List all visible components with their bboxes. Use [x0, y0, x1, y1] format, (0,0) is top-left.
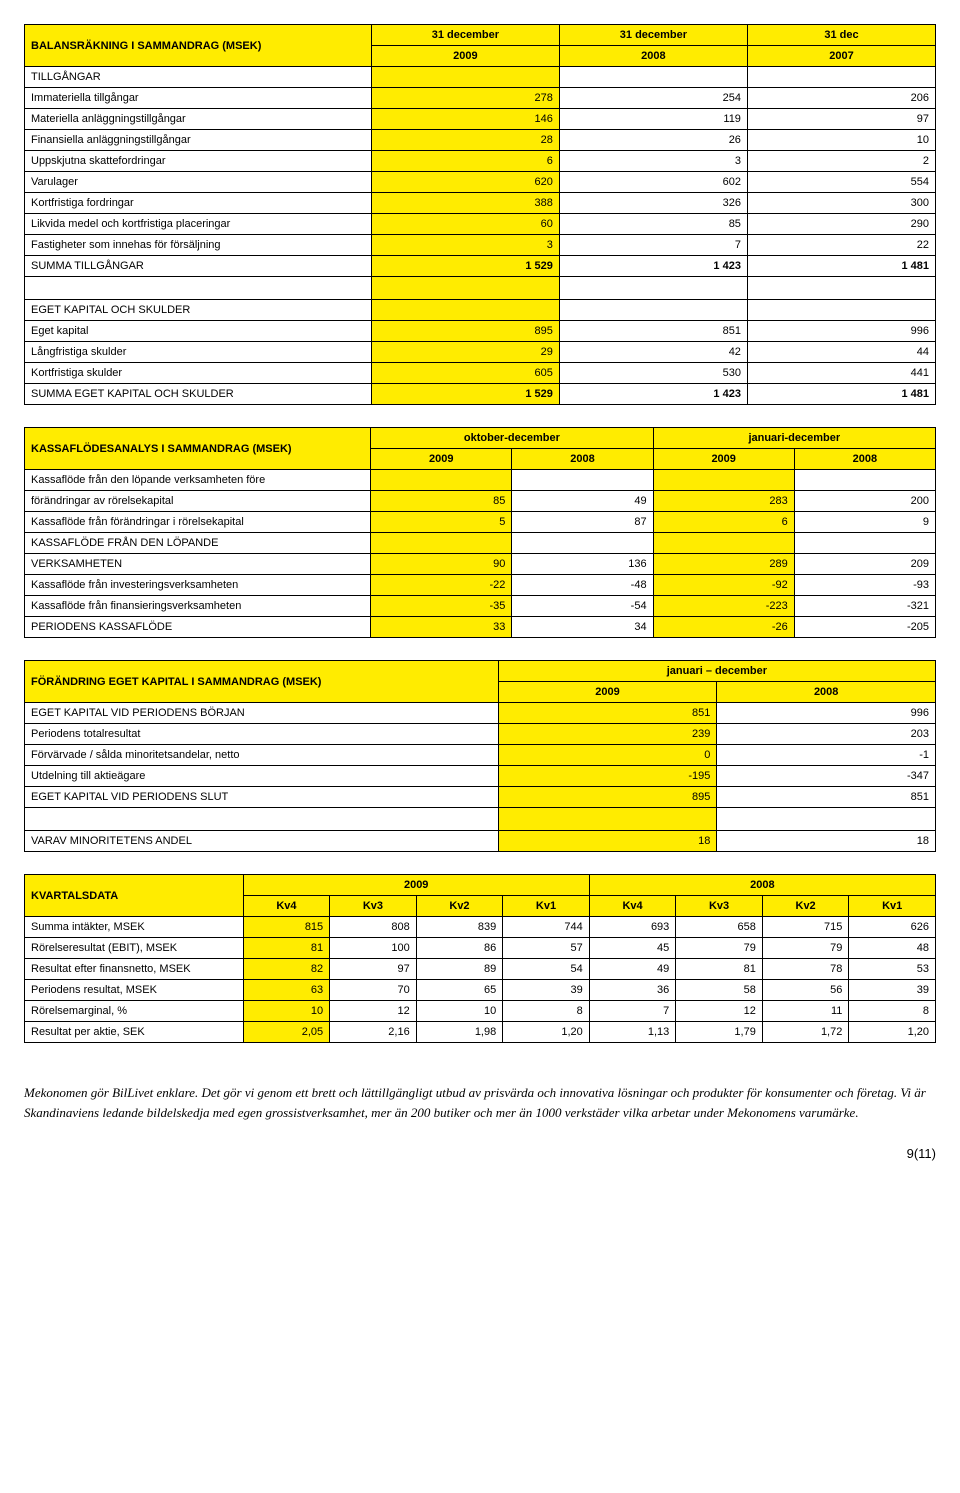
table-row: EGET KAPITAL VID PERIODENS SLUT895851: [25, 787, 936, 808]
sum-row: SUMMA TILLGÅNGAR1 5291 4231 481: [25, 256, 936, 277]
table-row: Kassaflöde från förändringar i rörelseka…: [25, 512, 936, 533]
col-header-year: 2007: [747, 46, 935, 67]
col-header: 31 december: [371, 25, 559, 46]
equity-table: FÖRÄNDRING EGET KAPITAL I SAMMANDRAG (MS…: [24, 660, 936, 852]
equity-title: FÖRÄNDRING EGET KAPITAL I SAMMANDRAG (MS…: [25, 661, 499, 703]
quarterly-title: KVARTALSDATA: [25, 875, 244, 917]
table-row: Immateriella tillgångar278254206: [25, 88, 936, 109]
table-row: Resultat efter finansnetto, MSEK82978954…: [25, 959, 936, 980]
page-number: 9(11): [24, 1146, 936, 1161]
cashflow-table: KASSAFLÖDESANALYS I SAMMANDRAG (MSEK) ok…: [24, 427, 936, 638]
footer-text: Mekonomen gör BilLivet enklare. Det gör …: [24, 1083, 936, 1122]
table-row: Finansiella anläggningstillgångar282610: [25, 130, 936, 151]
table-row: Kassaflöde från den löpande verksamheten…: [25, 470, 936, 491]
table-row: EGET KAPITAL VID PERIODENS BÖRJAN851996: [25, 703, 936, 724]
cashflow-title: KASSAFLÖDESANALYS I SAMMANDRAG (MSEK): [25, 428, 371, 470]
table-row: VARAV MINORITETENS ANDEL1818: [25, 831, 936, 852]
balance-title: BALANSRÄKNING I SAMMANDRAG (MSEK): [25, 25, 372, 67]
period-header: oktober-december: [371, 428, 653, 449]
col-header-year: 2008: [559, 46, 747, 67]
table-header-row: FÖRÄNDRING EGET KAPITAL I SAMMANDRAG (MS…: [25, 661, 936, 682]
table-row: Uppskjutna skattefordringar632: [25, 151, 936, 172]
col-header: 31 december: [559, 25, 747, 46]
col-header-year: 2009: [371, 46, 559, 67]
table-row: Summa intäkter, MSEK81580883974469365871…: [25, 917, 936, 938]
sum-row: SUMMA EGET KAPITAL OCH SKULDER1 5291 423…: [25, 384, 936, 405]
table-row: Kortfristiga skulder605530441: [25, 363, 936, 384]
section-title-row: EGET KAPITAL OCH SKULDER: [25, 300, 936, 321]
table-header-row: BALANSRÄKNING I SAMMANDRAG (MSEK) 31 dec…: [25, 25, 936, 46]
table-row: Likvida medel och kortfristiga placering…: [25, 214, 936, 235]
quarterly-table: KVARTALSDATA 2009 2008 Kv4 Kv3 Kv2 Kv1 K…: [24, 874, 936, 1043]
table-row: Fastigheter som innehas för försäljning3…: [25, 235, 936, 256]
table-header-row: KASSAFLÖDESANALYS I SAMMANDRAG (MSEK) ok…: [25, 428, 936, 449]
period-header: januari-december: [653, 428, 935, 449]
spacer-row: [25, 277, 936, 300]
table-row: Rörelsemarginal, %1012108712118: [25, 1001, 936, 1022]
table-row: Eget kapital895851996: [25, 321, 936, 342]
section-title: TILLGÅNGAR: [25, 67, 372, 88]
table-row: PERIODENS KASSAFLÖDE3334-26-205: [25, 617, 936, 638]
table-row: Kassaflöde från investeringsverksamheten…: [25, 575, 936, 596]
table-row: förändringar av rörelsekapital 854928320…: [25, 491, 936, 512]
table-row: Kassaflöde från finansieringsverksamhete…: [25, 596, 936, 617]
section-title: EGET KAPITAL OCH SKULDER: [25, 300, 372, 321]
table-row: Materiella anläggningstillgångar14611997: [25, 109, 936, 130]
col-header: 31 dec: [747, 25, 935, 46]
section-title-row: TILLGÅNGAR: [25, 67, 936, 88]
table-row: Förvärvade / sålda minoritetsandelar, ne…: [25, 745, 936, 766]
period-header: januari – december: [498, 661, 935, 682]
table-row: Periodens resultat, MSEK6370653936585639: [25, 980, 936, 1001]
spacer-row: [25, 808, 936, 831]
table-row: Rörelseresultat (EBIT), MSEK811008657457…: [25, 938, 936, 959]
table-row: Varulager620602554: [25, 172, 936, 193]
table-row: Resultat per aktie, SEK2,052,161,981,201…: [25, 1022, 936, 1043]
table-row: KASSAFLÖDE FRÅN DEN LÖPANDE: [25, 533, 936, 554]
table-row: Utdelning till aktieägare-195-347: [25, 766, 936, 787]
table-header-row: KVARTALSDATA 2009 2008: [25, 875, 936, 896]
table-row: Kortfristiga fordringar388326300: [25, 193, 936, 214]
table-row: VERKSAMHETEN 90136289209: [25, 554, 936, 575]
table-row: Periodens totalresultat239203: [25, 724, 936, 745]
table-row: Långfristiga skulder294244: [25, 342, 936, 363]
balance-sheet-table: BALANSRÄKNING I SAMMANDRAG (MSEK) 31 dec…: [24, 24, 936, 405]
